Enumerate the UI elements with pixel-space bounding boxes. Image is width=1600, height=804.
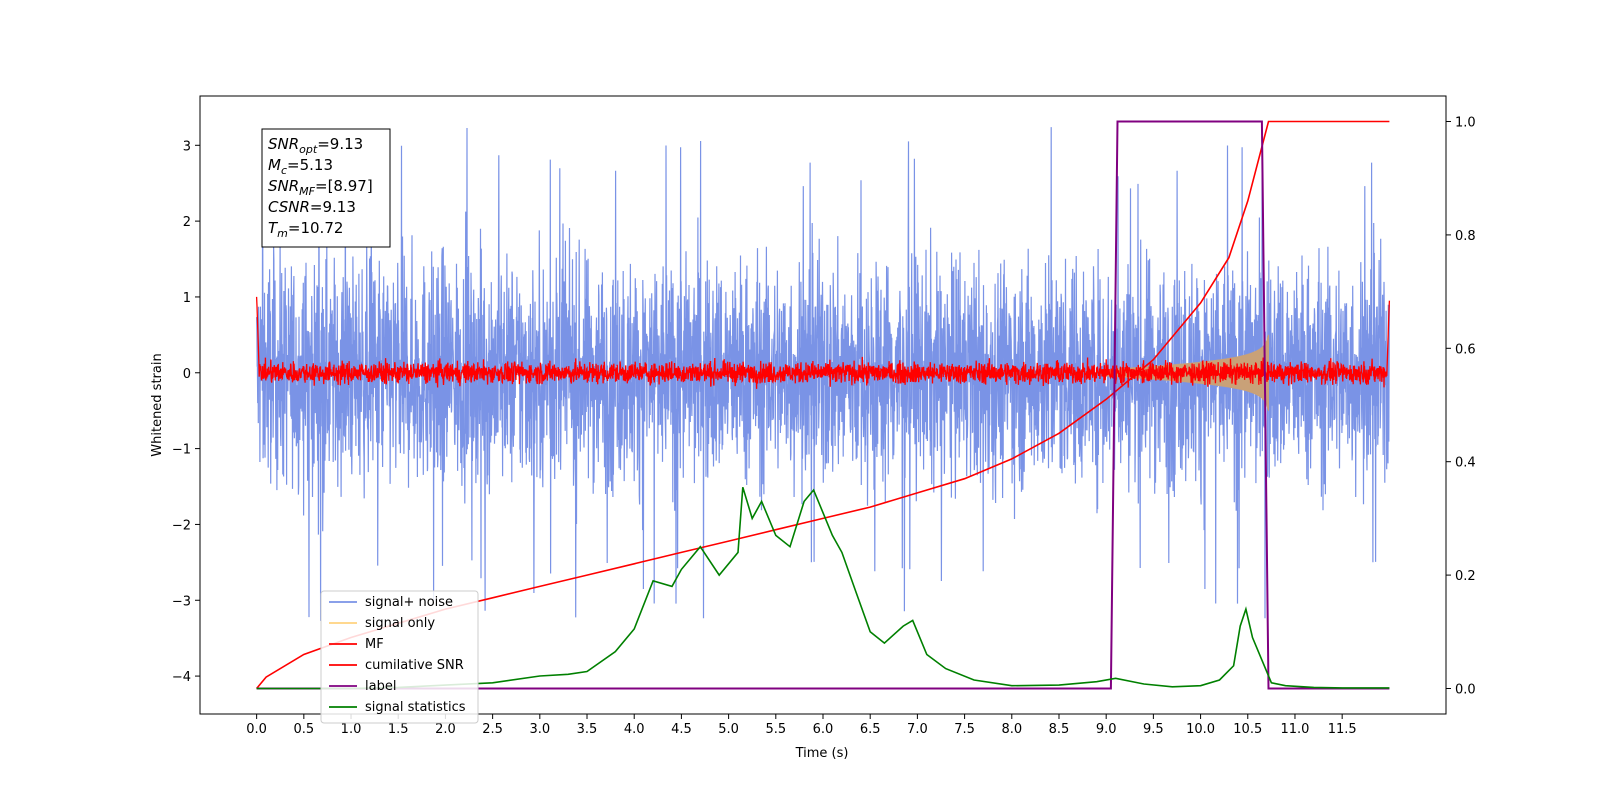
series-signal-noise (256, 127, 1390, 621)
x-tick-label: 5.5 (765, 722, 786, 737)
x-tick-label: 3.5 (577, 722, 598, 737)
y-tick-label: 0 (183, 367, 191, 382)
info-mc: Mc=5.13 (268, 156, 333, 177)
info-snr-mf: SNRMF=[8.97] (268, 177, 373, 198)
y2-tick-label: 0.2 (1455, 569, 1476, 584)
x-tick-label: 10.5 (1233, 722, 1262, 737)
y-tick-label: 1 (183, 291, 191, 306)
legend-label: MF (365, 637, 384, 652)
legend-label: signal+ noise (365, 595, 453, 610)
y2-tick-label: 0.0 (1455, 682, 1476, 697)
y2-tick-label: 0.6 (1455, 342, 1476, 357)
y2-tick-label: 0.4 (1455, 456, 1476, 471)
x-tick-label: 11.0 (1280, 722, 1309, 737)
x-tick-label: 9.5 (1143, 722, 1164, 737)
x-tick-label: 3.0 (529, 722, 550, 737)
x-axis-ticks: 0.0 0.5 1.0 1.5 2.0 2.5 3.0 3.5 4.0 4.5 5.0 5.5 6.0 6… (246, 714, 1357, 737)
x-tick-label: 0.5 (293, 722, 314, 737)
info-snr-opt: SNRopt=9.13 (268, 135, 363, 156)
y-tick-label: 3 (183, 139, 191, 154)
y-tick-label: 2 (183, 215, 191, 230)
y-tick-label: −1 (172, 443, 191, 458)
x-tick-label: 0.0 (246, 722, 267, 737)
legend: signal+ noise signal only MF cumilative SNR… (320, 590, 479, 724)
x-tick-label: 9.0 (1096, 722, 1117, 737)
x-tick-label: 1.0 (341, 722, 362, 737)
legend-label: cumilative SNR (365, 658, 464, 673)
x-tick-label: 2.5 (482, 722, 503, 737)
info-tm: Tm=10.72 (268, 219, 343, 240)
x-tick-label: 10.0 (1186, 722, 1215, 737)
y-tick-label: −4 (172, 670, 191, 685)
legend-label: signal statistics (365, 700, 466, 715)
x-tick-label: 1.5 (388, 722, 409, 737)
legend-label: signal only (365, 616, 435, 631)
y-axis-ticks: 3 2 1 0 −1 −2 −3 −4 (172, 139, 200, 685)
legend-label: label (365, 679, 396, 694)
y2-tick-label: 1.0 (1455, 116, 1476, 131)
info-box: SNRopt=9.13 Mc=5.13 SNRMF=[8.97] CSNR=9.… (261, 128, 391, 248)
x-tick-label: 4.0 (624, 722, 645, 737)
x-tick-label: 5.0 (718, 722, 739, 737)
y2-tick-label: 0.8 (1455, 229, 1476, 244)
series-signal-statistics (256, 486, 1390, 690)
x-tick-label: 4.5 (671, 722, 692, 737)
y2-axis-ticks: 1.0 0.8 0.6 0.4 0.2 0.0 (1446, 116, 1476, 697)
x-axis-label: Time (s) (795, 746, 849, 761)
x-tick-label: 8.0 (1001, 722, 1022, 737)
x-tick-label: 6.0 (813, 722, 834, 737)
series-label (256, 120, 1390, 690)
x-tick-label: 8.5 (1049, 722, 1070, 737)
y-axis-label: Whitened strain (150, 353, 165, 456)
series-mf (255, 296, 1391, 389)
x-tick-label: 2.0 (435, 722, 456, 737)
x-tick-label: 11.5 (1328, 722, 1357, 737)
info-csnr: CSNR=9.13 (268, 198, 356, 216)
y-tick-label: −3 (172, 594, 191, 609)
x-tick-label: 7.5 (954, 722, 975, 737)
x-tick-label: 7.0 (907, 722, 928, 737)
x-tick-label: 6.5 (860, 722, 881, 737)
y-tick-label: −2 (172, 518, 191, 533)
